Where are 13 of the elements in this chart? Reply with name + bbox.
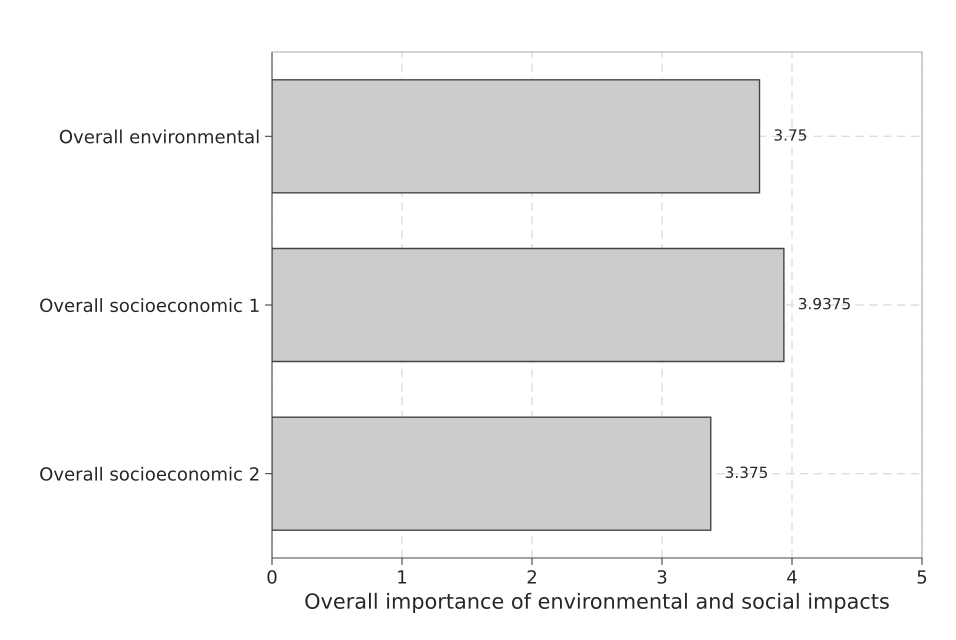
x-axis-title: Overall importance of environmental and social impacts [305,592,889,613]
x-tick-label: 0 [267,570,277,584]
x-tick-label: 5 [918,570,926,584]
y-tick-label: Overall environmental [60,129,258,144]
x-tick-label: 2 [528,570,536,584]
data-label: 3.9375 [798,298,850,310]
y-tick-label: Overall socioeconomic 1 [40,298,259,312]
data-label: 3.75 [774,129,806,141]
x-tick-label: 4 [787,570,797,584]
y-tick-label: Overall socioeconomic 2 [40,466,258,481]
data-label: 3.375 [726,466,768,478]
x-tick-label: 1 [398,570,406,584]
x-tick-label: 3 [658,570,666,584]
